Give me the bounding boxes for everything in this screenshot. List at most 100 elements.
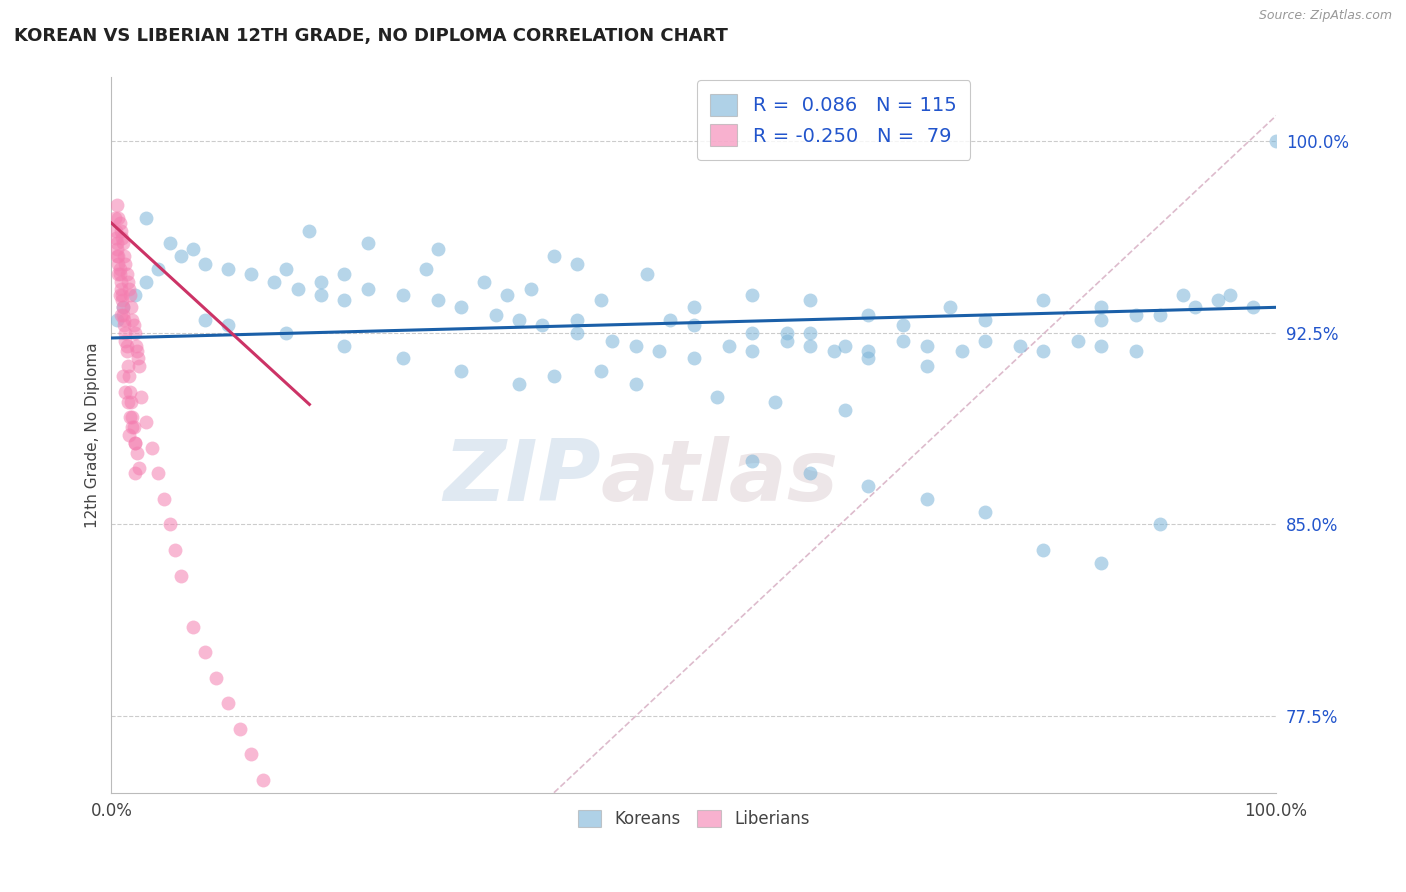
Point (112, 308, 135, 322)
Point (115, 267, 138, 281)
Point (776, 334, 799, 348)
Point (1265, 134, 1288, 148)
Text: ZIP: ZIP (443, 436, 600, 519)
Point (915, 338, 938, 352)
Point (115, 338, 138, 352)
Point (217, 262, 239, 277)
Point (508, 313, 530, 327)
Point (112, 318, 135, 333)
Point (741, 287, 763, 301)
Point (600, 334, 623, 348)
Point (228, 722, 250, 736)
Point (567, 313, 589, 327)
Point (950, 343, 973, 358)
Point (274, 262, 297, 277)
Point (120, 394, 142, 409)
Point (128, 461, 150, 475)
Point (118, 287, 141, 301)
Point (125, 343, 148, 358)
Point (141, 441, 163, 455)
Point (682, 301, 704, 315)
Point (105, 313, 128, 327)
Point (129, 390, 152, 404)
Point (1090, 313, 1112, 327)
Point (519, 282, 541, 296)
Point (121, 313, 143, 327)
Point (915, 359, 938, 373)
Point (194, 257, 217, 271)
Point (124, 326, 146, 340)
Point (118, 384, 141, 399)
Point (108, 267, 131, 281)
Point (108, 216, 131, 230)
Point (125, 446, 148, 460)
Point (1032, 543, 1054, 558)
Point (118, 369, 141, 384)
Point (543, 369, 565, 384)
Point (1206, 293, 1229, 307)
Point (108, 262, 131, 277)
Text: KOREAN VS LIBERIAN 12TH GRADE, NO DIPLOMA CORRELATION CHART: KOREAN VS LIBERIAN 12TH GRADE, NO DIPLOM… (14, 27, 728, 45)
Point (274, 326, 297, 340)
Point (1218, 287, 1240, 301)
Point (122, 318, 145, 333)
Point (309, 275, 332, 289)
Point (105, 236, 128, 251)
Point (706, 390, 728, 404)
Point (799, 467, 821, 481)
Point (1090, 338, 1112, 352)
Point (858, 479, 880, 493)
Point (974, 313, 997, 327)
Point (776, 326, 799, 340)
Point (112, 369, 135, 384)
Point (194, 313, 217, 327)
Point (252, 772, 274, 787)
Point (1090, 556, 1112, 570)
Point (1032, 293, 1054, 307)
Point (799, 338, 821, 352)
Point (170, 568, 193, 582)
Point (624, 338, 647, 352)
Point (450, 301, 472, 315)
Point (485, 308, 508, 322)
Point (122, 420, 145, 434)
Point (799, 293, 821, 307)
Point (105, 249, 128, 263)
Point (356, 236, 378, 251)
Point (1067, 334, 1090, 348)
Point (356, 282, 378, 296)
Point (648, 343, 671, 358)
Point (589, 364, 612, 378)
Point (567, 257, 589, 271)
Point (111, 293, 134, 307)
Point (508, 376, 530, 391)
Point (915, 491, 938, 506)
Point (181, 242, 204, 256)
Point (124, 287, 146, 301)
Point (135, 211, 157, 225)
Point (165, 543, 187, 558)
Point (110, 308, 132, 322)
Point (159, 517, 181, 532)
Point (146, 467, 169, 481)
Point (217, 696, 239, 710)
Point (118, 282, 141, 296)
Point (1090, 301, 1112, 315)
Point (741, 453, 763, 467)
Point (333, 338, 356, 352)
Point (496, 287, 519, 301)
Point (263, 275, 285, 289)
Point (112, 249, 135, 263)
Point (415, 262, 437, 277)
Point (114, 384, 136, 399)
Point (333, 293, 356, 307)
Point (858, 343, 880, 358)
Point (217, 318, 239, 333)
Point (391, 351, 413, 366)
Point (741, 343, 763, 358)
Point (112, 301, 135, 315)
Point (531, 318, 554, 333)
Point (105, 198, 128, 212)
Point (834, 338, 856, 352)
Point (682, 318, 704, 333)
